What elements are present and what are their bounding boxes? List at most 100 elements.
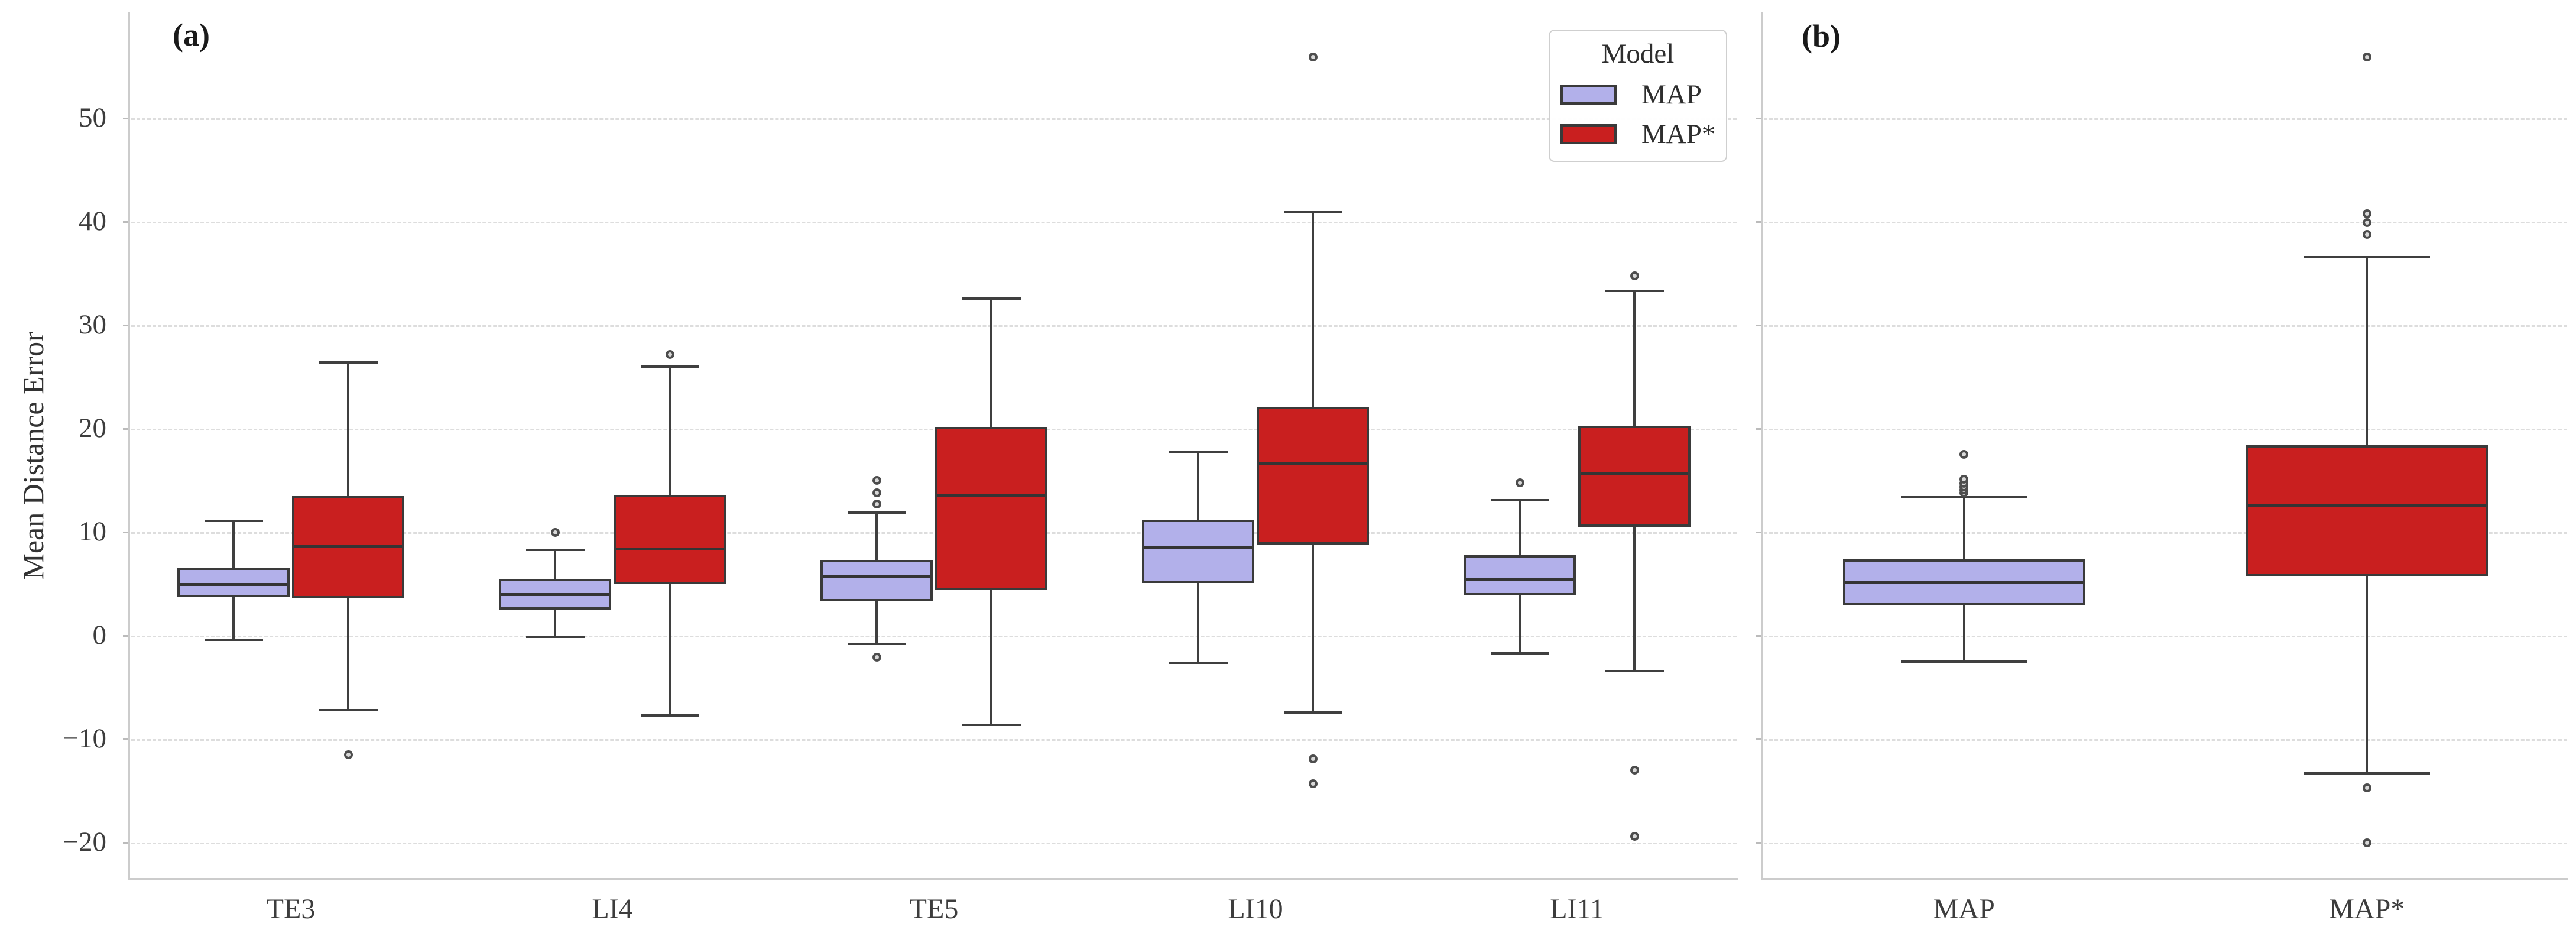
whisker-cap-bottom-li4-map [525, 635, 585, 638]
y-tickmark [1756, 738, 1763, 740]
outlier-li10-mapstar [1308, 779, 1318, 788]
whisker-cap-bottom-li11-map [1490, 652, 1549, 655]
box-li4-mapstar [614, 495, 726, 584]
bottom-spine [1761, 878, 2568, 880]
box-li11-mapstar [1578, 425, 1691, 527]
whisker-lower-li10-mapstar [1312, 545, 1314, 712]
x-tick-label-mapstar: MAP* [2329, 893, 2405, 925]
whisker-cap-bottom-li4-mapstar [640, 714, 699, 717]
whisker-cap-top-te5-mapstar [962, 297, 1021, 300]
outlier-mapstar-mapstar [2362, 209, 2371, 218]
y-tickmark [1756, 532, 1763, 533]
gridline-y-20 [1764, 843, 2567, 844]
y-tick-label: 10 [79, 516, 106, 547]
outlier-mapstar-mapstar [2362, 783, 2371, 792]
median-map-map [1845, 581, 2083, 584]
whisker-cap-top-te3-map [204, 519, 263, 522]
whisker-cap-bottom-li11-mapstar [1605, 669, 1664, 672]
whisker-upper-mapstar-mapstar [2366, 257, 2369, 445]
panel-b-label: (b) [1802, 18, 1841, 54]
outlier-te5-map [872, 476, 881, 485]
median-li10-map [1144, 546, 1252, 550]
gridline-y0 [131, 636, 1737, 637]
whisker-cap-top-li10-mapstar [1283, 211, 1342, 214]
y-tick-label: 20 [79, 413, 106, 443]
y-tick-label: 0 [92, 620, 107, 650]
box-mapstar-mapstar [2246, 445, 2489, 577]
left-spine [128, 12, 130, 880]
outlier-te5-map [872, 653, 881, 662]
whisker-cap-bottom-mapstar-mapstar [2304, 772, 2430, 775]
legend-label: MAP [1641, 79, 1702, 110]
whisker-cap-top-te5-map [847, 511, 906, 514]
y-tickmark [1756, 118, 1763, 119]
legend-title: Model [1601, 38, 1675, 69]
y-tickmark [123, 221, 130, 223]
whisker-cap-top-li4-mapstar [640, 365, 699, 368]
whisker-lower-te3-map [232, 597, 235, 640]
y-tick-label: 40 [79, 206, 106, 237]
gridline-y-20 [131, 843, 1737, 844]
y-tick-label: −20 [63, 827, 106, 857]
y-tickmark [123, 842, 130, 844]
x-tick-label-li4: LI4 [592, 893, 633, 925]
box-li10-mapstar [1257, 407, 1369, 545]
whisker-lower-map-map [1962, 605, 1965, 662]
y-tick-label: −10 [63, 723, 106, 754]
y-tick-label: 30 [79, 309, 106, 340]
whisker-upper-li11-map [1519, 500, 1521, 555]
legend-rows: MAP MAP* [1550, 79, 1726, 150]
y-tickmark [1756, 635, 1763, 637]
y-tickmark [1756, 842, 1763, 844]
gridline-y20 [131, 429, 1737, 430]
median-te5-map [823, 575, 930, 579]
box-te5-mapstar [935, 426, 1047, 590]
whisker-cap-top-li4-map [525, 548, 585, 551]
median-li11-mapstar [1581, 472, 1688, 475]
panel-a-label: (a) [173, 17, 210, 53]
outlier-mapstar-mapstar [2362, 838, 2371, 847]
whisker-cap-bottom-te5-map [847, 643, 906, 645]
x-tick-label-li10: LI10 [1228, 893, 1283, 925]
whisker-upper-te3-map [232, 520, 235, 568]
whisker-cap-top-mapstar-mapstar [2304, 255, 2430, 258]
y-tickmark [123, 738, 130, 740]
y-tickmark [123, 325, 130, 326]
bottom-spine [128, 878, 1738, 880]
y-tickmark [1756, 428, 1763, 430]
y-tickmark [123, 428, 130, 430]
outlier-te5-map [872, 500, 881, 509]
whisker-cap-bottom-li10-map [1169, 661, 1228, 664]
outlier-li10-mapstar [1308, 754, 1318, 763]
legend-row-mapstar: MAP* [1560, 118, 1726, 150]
outlier-li11-mapstar [1630, 766, 1639, 775]
gridline-y40 [1764, 222, 2567, 223]
gridline-y10 [1764, 532, 2567, 534]
x-tick-label-te5: TE5 [909, 893, 959, 925]
whisker-lower-mapstar-mapstar [2366, 576, 2369, 773]
whisker-cap-top-te3-mapstar [319, 361, 378, 364]
gridline-y50 [131, 118, 1737, 120]
whisker-upper-li4-mapstar [669, 367, 671, 495]
gridline-y-10 [131, 739, 1737, 741]
box-li11-map [1464, 555, 1576, 595]
whisker-upper-li11-mapstar [1633, 291, 1636, 426]
outlier-mapstar-mapstar [2362, 218, 2371, 228]
x-tick-label-li11: LI11 [1550, 893, 1604, 925]
legend-label: MAP* [1641, 119, 1716, 150]
whisker-lower-li4-mapstar [669, 584, 671, 715]
outlier-mapstar-mapstar [2362, 53, 2371, 62]
median-mapstar-mapstar [2248, 504, 2486, 507]
gridline-y50 [1764, 118, 2567, 120]
whisker-cap-bottom-li10-mapstar [1283, 711, 1342, 714]
outlier-li4-map [550, 527, 560, 537]
whisker-upper-li4-map [554, 549, 556, 579]
whisker-cap-bottom-map-map [1901, 660, 2027, 663]
gridline-y20 [1764, 429, 2567, 430]
legend: Model MAP MAP* [1549, 30, 1727, 162]
median-li11-map [1466, 577, 1573, 581]
outlier-map-map [1959, 475, 1969, 484]
gridline-y0 [1764, 636, 2567, 637]
outlier-li10-mapstar [1308, 53, 1318, 62]
